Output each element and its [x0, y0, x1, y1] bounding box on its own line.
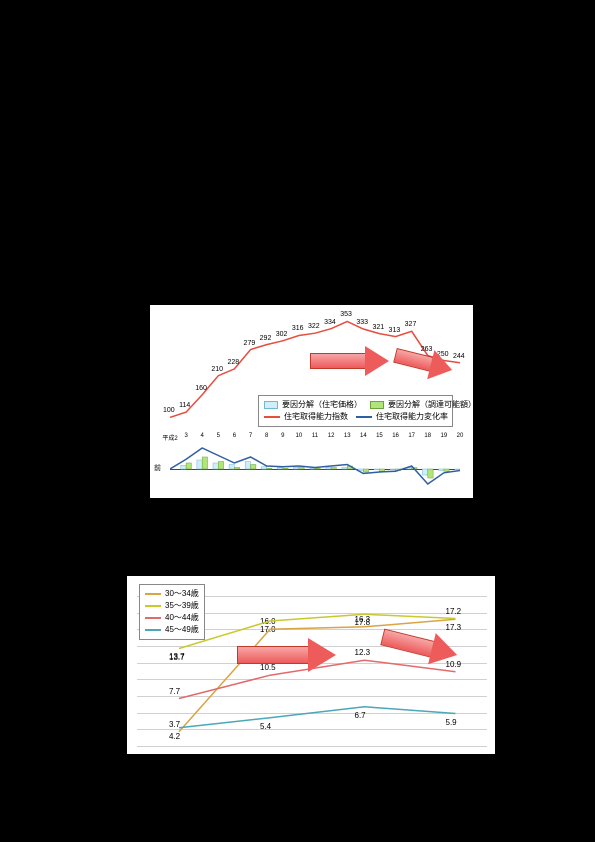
bar-fund [218, 462, 223, 470]
age-group-line-chart: 3.716.016.317.213.717.017.817.37.710.512… [126, 575, 496, 755]
legend-label-sub: 住宅取得能力変化率 [376, 411, 448, 423]
bar-price [213, 463, 218, 469]
legend-45-49: 45～49歳 [165, 624, 199, 636]
x-tick-label: 8 [265, 433, 268, 439]
value-label: 100 [163, 407, 175, 414]
value-label: 292 [260, 335, 272, 342]
x-tick-label: 12 [328, 433, 335, 439]
x-tick-label: 4 [201, 433, 204, 439]
x-tick-label: 3 [184, 433, 187, 439]
bar-fund [234, 468, 239, 470]
value-label: 322 [308, 323, 320, 330]
value-label: 244 [453, 353, 465, 360]
value-label: 334 [324, 319, 336, 326]
x-tick-label: 18 [424, 433, 431, 439]
bar-fund [331, 468, 336, 470]
value-label: 333 [356, 319, 368, 326]
x-tick-label: 20 [457, 433, 464, 439]
value-label: 228 [227, 359, 239, 366]
bar-price [422, 469, 427, 475]
series-line [179, 614, 456, 648]
value-label: 302 [276, 331, 288, 338]
bar-price [261, 467, 266, 469]
bar-fund [186, 463, 191, 469]
bar-price [245, 462, 250, 470]
chart1-legend: 要因分解（住宅価格） 要因分解（調達可能額） 住宅取得能力指数 住宅取得能力変化… [258, 395, 453, 427]
x-tick-label: 11 [312, 433, 318, 439]
legend-line-index [264, 416, 280, 418]
value-label: 313 [389, 327, 401, 334]
x-tick-label: 平成2 [162, 433, 177, 442]
legend-30-34: 30～34歳 [165, 588, 199, 600]
x-tick-label: 17 [408, 433, 415, 439]
value-label: 327 [405, 321, 417, 328]
x-tick-label: 13 [344, 433, 351, 439]
x-tick-label: 14 [360, 433, 367, 439]
value-label: 263 [421, 346, 433, 353]
bar-price [310, 468, 315, 469]
legend-label-a: 要因分解（住宅価格） [282, 399, 362, 411]
series-line [179, 660, 456, 698]
legend-line-rate [356, 416, 372, 418]
bar-price [326, 468, 331, 470]
bar-price [342, 468, 347, 470]
bar-price [229, 465, 234, 470]
bar-fund [251, 465, 256, 470]
bar-fund [202, 457, 207, 469]
bar-fund [428, 469, 433, 478]
bar-fund [283, 468, 288, 469]
bar-fund [379, 469, 384, 471]
legend-line-40-44 [145, 617, 161, 619]
value-label: 316 [292, 325, 304, 332]
legend-35-39: 35～39歳 [165, 600, 199, 612]
legend-40-44: 40～44歳 [165, 612, 199, 624]
legend-label-b: 要因分解（調達可能額） [388, 399, 476, 411]
x-tick-label: 7 [249, 433, 252, 439]
housing-index-chart: 1001141602102282792923023163223343533333… [149, 304, 474, 499]
value-label: 279 [244, 340, 256, 347]
bar-price [439, 469, 444, 471]
bar-fund [267, 468, 272, 469]
legend-label-line: 住宅取得能力指数 [284, 411, 348, 423]
value-label: 250 [437, 351, 449, 358]
series-line [179, 707, 456, 728]
x-tick-label: 5 [217, 433, 220, 439]
chart1-sub-svg [170, 445, 460, 490]
bar-fund [363, 469, 368, 472]
chart2-legend: 30～34歳 35～39歳 40～44歳 45～49歳 [139, 584, 205, 640]
bar-price [181, 465, 186, 469]
x-tick-label: 6 [233, 433, 236, 439]
bar-price [294, 468, 299, 470]
x-tick-label: 15 [376, 433, 383, 439]
bar-price [390, 469, 395, 470]
value-label: 210 [211, 366, 223, 373]
bar-fund [444, 469, 449, 471]
bar-fund [299, 468, 304, 470]
value-label: 114 [179, 402, 190, 409]
value-label: 160 [195, 385, 207, 392]
value-label: 353 [340, 311, 352, 318]
bar-price [197, 460, 202, 469]
legend-swatch-fund [370, 401, 384, 409]
x-tick-label: 16 [392, 433, 399, 439]
value-label: 321 [372, 324, 384, 331]
chart1-sub-ytitle: 前 [154, 463, 161, 473]
bar-price [277, 468, 282, 470]
legend-swatch-price [264, 401, 278, 409]
gridline [137, 746, 487, 747]
x-tick-label: 9 [281, 433, 284, 439]
legend-line-45-49 [145, 629, 161, 631]
x-tick-label: 19 [441, 433, 448, 439]
value-label-extra: 13.7 [169, 652, 185, 661]
x-tick-label: 10 [296, 433, 303, 439]
bar-fund [315, 468, 320, 469]
bar-price [455, 469, 460, 470]
bar-price [374, 469, 379, 470]
legend-line-30-34 [145, 593, 161, 595]
legend-line-35-39 [145, 605, 161, 607]
chart1-sub-plot [170, 445, 460, 490]
